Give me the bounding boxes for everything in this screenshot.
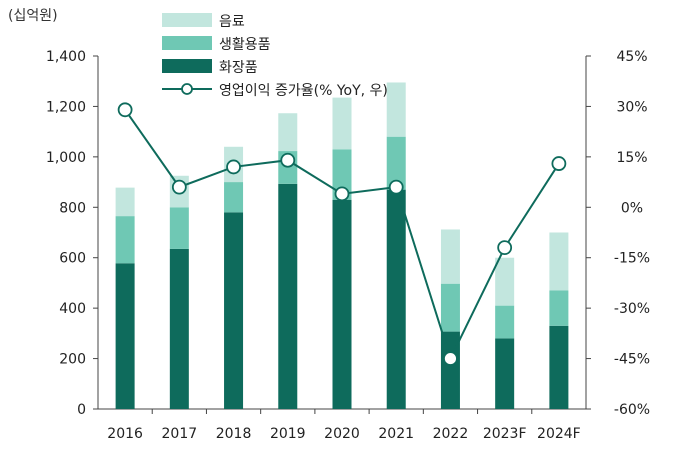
right-tick-label: 30% xyxy=(616,99,647,115)
plot-area: 0 200 400 600 800 1,000 1,200 1,400 -60% -45% -30%… xyxy=(46,49,650,442)
bar-segment xyxy=(549,232,569,291)
bar-segment xyxy=(495,257,515,306)
bar-segment xyxy=(440,229,460,284)
bar-segment xyxy=(332,149,352,200)
growth-rate-point xyxy=(443,351,458,366)
growth-rate-point xyxy=(388,179,404,195)
bar-segment xyxy=(332,199,352,409)
right-tick-label: 0% xyxy=(621,200,643,216)
growth-rate-point xyxy=(497,240,513,256)
bar-segment xyxy=(278,183,298,409)
x-tick-label: 2018 xyxy=(216,426,252,442)
bar-segment xyxy=(495,338,515,409)
bar-segment xyxy=(169,248,189,409)
bar-segment xyxy=(224,182,244,213)
bar-segment xyxy=(495,305,515,339)
left-tick-label: 400 xyxy=(59,301,86,317)
x-tick-label: 2023F xyxy=(483,426,527,442)
x-tick-label: 2020 xyxy=(324,426,360,442)
x-tick-label: 2021 xyxy=(378,426,414,442)
right-tick-label: 45% xyxy=(616,49,647,65)
bar-segment xyxy=(115,263,135,409)
right-tick-label: 15% xyxy=(616,150,647,166)
right-tick-label: -15% xyxy=(614,251,650,267)
legend-swatch xyxy=(162,13,212,27)
bar-segment xyxy=(224,212,244,409)
left-tick-label: 1,000 xyxy=(46,150,86,166)
growth-rate-point xyxy=(280,152,296,168)
bar-segment xyxy=(169,207,189,249)
legend-marker xyxy=(181,83,193,95)
growth-rate-point xyxy=(226,159,241,175)
growth-rate-point xyxy=(117,102,133,118)
left-tick-label: 600 xyxy=(59,251,86,267)
x-tick-label: 2017 xyxy=(162,426,198,442)
bar-segment xyxy=(278,113,298,152)
legend-label: 음료 xyxy=(219,14,245,30)
x-tick-label: 2022 xyxy=(433,426,469,442)
bar-segment xyxy=(386,136,406,190)
bar-segment xyxy=(549,290,569,326)
left-tick-label: 1,200 xyxy=(46,99,86,115)
growth-rate-point xyxy=(334,186,350,202)
bar-segment xyxy=(115,187,135,217)
bar-segment xyxy=(386,189,406,409)
growth-rate-point xyxy=(171,179,187,195)
bar-segment xyxy=(386,82,406,137)
bar-segment xyxy=(549,325,569,409)
left-tick-label: 1,400 xyxy=(46,49,86,65)
right-tick-label: -60% xyxy=(614,402,650,418)
growth-rate-point xyxy=(551,156,567,171)
legend-swatch xyxy=(162,59,212,73)
right-tick-label: -45% xyxy=(614,352,650,368)
left-tick-label: 800 xyxy=(59,200,86,216)
legend-label: 생활용품 xyxy=(219,37,271,53)
legend-swatch xyxy=(162,36,212,50)
x-tick-label: 2019 xyxy=(270,426,306,442)
bar-segment xyxy=(115,216,135,264)
x-tick-label: 2024F xyxy=(537,426,581,442)
legend-label: 화장품 xyxy=(219,60,258,76)
x-tick-label: 2016 xyxy=(107,426,143,442)
left-tick-label: 200 xyxy=(59,352,86,368)
right-tick-label: -30% xyxy=(614,301,650,317)
left-tick-label: 0 xyxy=(77,402,86,418)
bar-segment xyxy=(440,283,460,332)
bar-segment xyxy=(332,97,352,150)
legend-label: 영업이익 증가율(% YoY, 우) xyxy=(219,83,388,99)
left-axis-unit-label: (십억원) xyxy=(8,8,58,24)
